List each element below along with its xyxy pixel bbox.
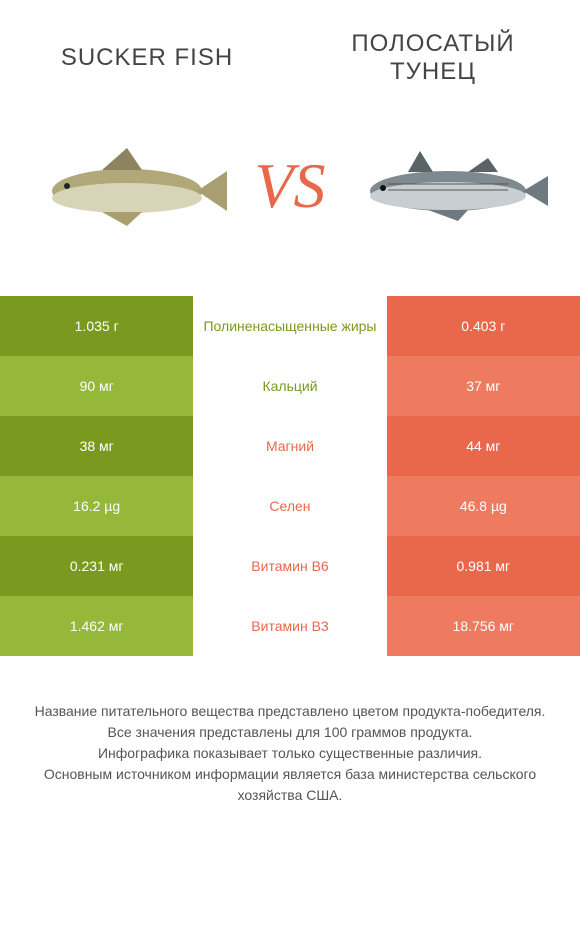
table-row: 0.231 мгВитамин B60.981 мг	[0, 536, 580, 596]
nutrient-name: Витамин B3	[193, 596, 386, 656]
comparison-table: 1.035 гПолиненасыщенные жиры0.403 г90 мг…	[0, 296, 580, 656]
nutrient-name: Магний	[193, 416, 386, 476]
right-value: 46.8 µg	[387, 476, 580, 536]
table-row: 38 мгМагний44 мг	[0, 416, 580, 476]
left-product-title: SUCKER FISH	[30, 44, 264, 72]
table-row: 90 мгКальций37 мг	[0, 356, 580, 416]
footer-line: Название питательного вещества представл…	[20, 701, 560, 722]
right-value: 44 мг	[387, 416, 580, 476]
images-row: VS	[0, 96, 580, 296]
right-fish-image	[336, 126, 560, 246]
right-value: 37 мг	[387, 356, 580, 416]
titles-row: SUCKER FISH ПОЛОСАТЫЙ ТУНЕЦ	[0, 0, 580, 96]
footer-line: Инфографика показывает только существенн…	[20, 743, 560, 764]
left-value: 1.462 мг	[0, 596, 193, 656]
table-row: 16.2 µgСелен46.8 µg	[0, 476, 580, 536]
right-value: 18.756 мг	[387, 596, 580, 656]
vs-label: VS	[244, 149, 335, 223]
footer-line: Все значения представлены для 100 граммо…	[20, 722, 560, 743]
nutrient-name: Кальций	[193, 356, 386, 416]
footer-notes: Название питательного вещества представл…	[0, 656, 580, 826]
left-value: 90 мг	[0, 356, 193, 416]
left-fish-image	[20, 126, 244, 246]
right-value: 0.981 мг	[387, 536, 580, 596]
left-value: 38 мг	[0, 416, 193, 476]
nutrient-name: Витамин B6	[193, 536, 386, 596]
table-row: 1.462 мгВитамин B318.756 мг	[0, 596, 580, 656]
right-product-title: ПОЛОСАТЫЙ ТУНЕЦ	[316, 30, 550, 86]
left-value: 0.231 мг	[0, 536, 193, 596]
right-value: 0.403 г	[387, 296, 580, 356]
table-row: 1.035 гПолиненасыщенные жиры0.403 г	[0, 296, 580, 356]
nutrient-name: Полиненасыщенные жиры	[193, 296, 386, 356]
left-value: 16.2 µg	[0, 476, 193, 536]
left-value: 1.035 г	[0, 296, 193, 356]
footer-line: Основным источником информации является …	[20, 764, 560, 806]
nutrient-name: Селен	[193, 476, 386, 536]
